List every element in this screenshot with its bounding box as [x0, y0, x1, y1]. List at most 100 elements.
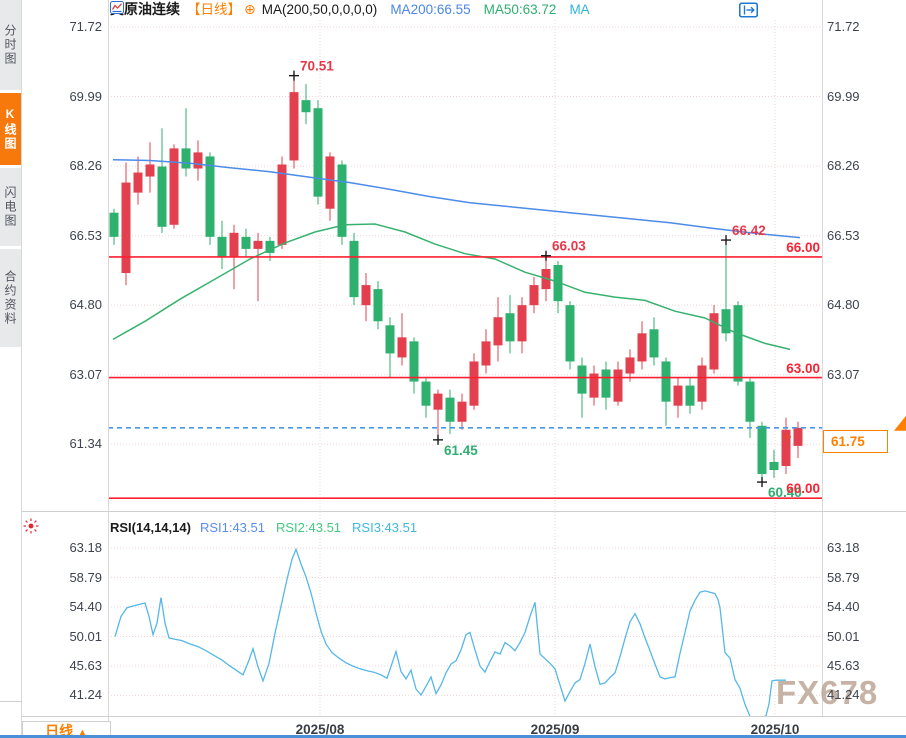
candle-body — [145, 164, 155, 177]
price-level-label: 66.00 — [786, 239, 820, 255]
period-caret-icon: ▲ — [77, 727, 88, 738]
rsi-formula: RSI(14,14,14) — [110, 520, 191, 535]
candle-body — [373, 289, 383, 322]
date-label: 2025/10 — [750, 722, 800, 737]
candle-body — [589, 373, 599, 398]
candle-body — [397, 337, 407, 358]
candle-body — [217, 236, 227, 257]
candle-body — [673, 385, 683, 406]
candle-body — [349, 240, 359, 298]
rsi-axis-label-left: 54.40 — [69, 599, 102, 614]
candle-body — [157, 166, 167, 227]
candles-layer — [109, 75, 803, 483]
sidebar-tab-1[interactable]: K线图 — [0, 93, 21, 165]
candle-body — [697, 365, 707, 402]
price-axis-label-left: 68.26 — [69, 158, 102, 174]
candle-body — [769, 461, 779, 471]
candle-body — [229, 232, 239, 257]
price-level-label: 60.00 — [786, 481, 820, 497]
rsi3-value: RSI3:43.51 — [352, 520, 418, 535]
ma200-line — [112, 158, 801, 239]
price-axis-label-right: 64.80 — [827, 297, 860, 313]
price-axis-label-right: 63.07 — [827, 366, 860, 382]
candle-body — [421, 381, 431, 406]
price-axis-label-left: 69.99 — [69, 88, 102, 104]
indicator-settings-icon[interactable] — [22, 517, 40, 535]
ma50-value: MA50:63.72 — [483, 2, 557, 17]
axis-play-icon[interactable] — [739, 2, 802, 18]
rsi-axis-label-left: 50.01 — [69, 628, 102, 644]
latest-arrow-icon[interactable] — [894, 415, 906, 431]
candle-body — [409, 341, 419, 382]
candle-body — [613, 369, 623, 402]
candle-body — [517, 305, 527, 342]
candle-body — [133, 172, 143, 193]
ma-more-value: MA — [569, 2, 590, 17]
date-label: 2025/09 — [530, 722, 580, 737]
candle-body — [565, 305, 575, 362]
rsi-axis-label-right: 63.18 — [827, 540, 860, 555]
rsi-axis-label-left: 41.24 — [69, 687, 102, 703]
sidebar-tab-3[interactable]: 合约资料 — [0, 249, 21, 347]
candle-body — [721, 309, 731, 334]
rsi-header: RSI(14,14,14) RSI1:43.51 RSI2:43.51 RSI3:43… — [110, 520, 417, 536]
price-annotation: 66.42 — [732, 223, 766, 238]
candle-body — [445, 397, 455, 422]
add-indicator-icon[interactable]: ⊕ — [244, 1, 256, 17]
rsi-layer — [114, 547, 786, 716]
price-axis-label-right: 71.72 — [827, 19, 860, 34]
candle-body — [241, 236, 251, 249]
rsi1-value: RSI1:43.51 — [199, 520, 265, 535]
rsi-axis-label-left: 63.18 — [69, 540, 102, 555]
candle-body — [325, 156, 335, 209]
price-annotation: 66.03 — [552, 239, 586, 254]
period-tag[interactable]: 【日线】 — [187, 2, 241, 17]
current-price-tag: 61.75 — [823, 429, 888, 453]
price-annotation: 61.45 — [444, 443, 478, 458]
axis-scale-icon[interactable] — [739, 2, 780, 18]
candle-body — [301, 100, 311, 113]
candle-body — [625, 357, 635, 374]
candle-body — [505, 313, 515, 342]
price-axis-label-right: 66.53 — [827, 227, 860, 243]
chart-header: 美原油连续 【日线】 ⊕ MA(200,50,0,0,0,0) MA200:66.55 M… — [110, 1, 590, 19]
candle-body — [457, 401, 467, 422]
candle-body — [385, 325, 395, 354]
rsi-axis-label-right: 58.79 — [827, 569, 860, 585]
price-annotation: 70.51 — [300, 59, 334, 74]
price-axis-label-left: 71.72 — [69, 19, 102, 34]
candle-body — [529, 285, 539, 306]
candle-body — [109, 212, 119, 237]
price-axis-label-right: 69.99 — [827, 88, 860, 104]
sidebar-tab-0[interactable]: 分时图 — [0, 0, 21, 90]
candle-body — [781, 429, 791, 466]
chart-toolbar — [739, 2, 824, 18]
candle-body — [277, 164, 287, 245]
candle-body — [577, 365, 587, 394]
rsi2-value: RSI2:43.51 — [275, 520, 342, 535]
candle-body — [469, 361, 479, 406]
price-axis-label-left: 61.34 — [69, 436, 102, 452]
price-annotation: 60.40 — [768, 485, 802, 500]
sidebar-tab-2[interactable]: 闪电图 — [0, 168, 21, 246]
rsi-line — [114, 547, 786, 716]
candle-body — [433, 393, 443, 410]
price-axis-label-right: 68.26 — [827, 158, 860, 174]
candle-body — [649, 329, 659, 358]
candle-body — [121, 182, 131, 274]
candle-body — [601, 369, 611, 398]
candle-body — [793, 427, 803, 446]
exit-right-icon[interactable] — [739, 2, 824, 18]
ma-formula: MA(200,50,0,0,0,0) — [261, 2, 378, 17]
date-label: 2025/08 — [295, 722, 345, 737]
candle-body — [313, 108, 323, 197]
price-axis-label-left: 63.07 — [69, 366, 102, 382]
candle-body — [205, 156, 215, 237]
ma200-value: MA200:66.55 — [390, 2, 471, 17]
price-axis-label-left: 66.53 — [69, 227, 102, 243]
candle-body — [265, 240, 275, 253]
period-selector[interactable]: 日线 ▲ — [22, 721, 111, 738]
rsi-axis-label-left: 58.79 — [69, 569, 102, 585]
period-selector-label: 日线 — [45, 723, 74, 738]
